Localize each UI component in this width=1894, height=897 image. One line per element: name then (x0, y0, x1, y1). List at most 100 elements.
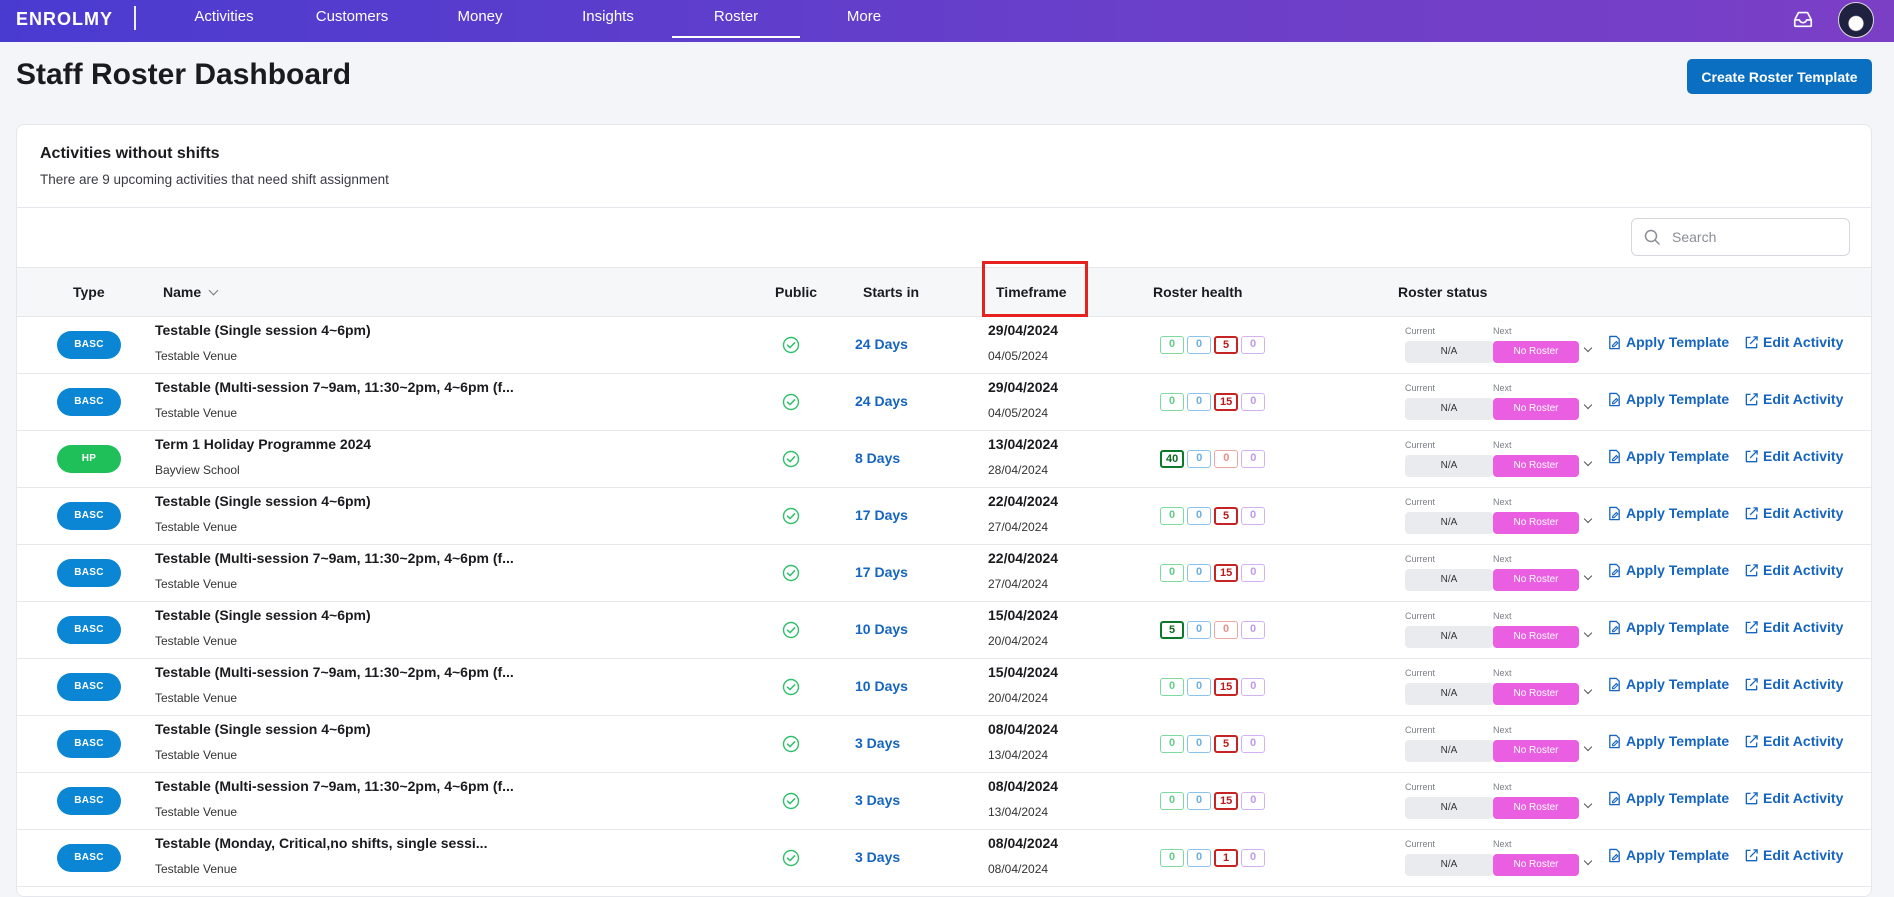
col-public: Public (775, 284, 818, 300)
activity-name[interactable]: Testable (Monday, Critical,no shifts, si… (155, 835, 488, 851)
chevron-down-icon[interactable] (1583, 799, 1593, 809)
roster-next: No Roster (1493, 626, 1579, 648)
activity-venue: Testable Venue (155, 406, 238, 420)
external-link-icon (1744, 392, 1763, 407)
apply-template-icon (1607, 734, 1626, 749)
apply-template-button[interactable]: Apply Template (1607, 676, 1729, 692)
activity-name[interactable]: Term 1 Holiday Programme 2024 (155, 436, 372, 452)
chevron-down-icon[interactable] (1583, 856, 1593, 866)
nav-customers[interactable]: Customers (315, 8, 389, 25)
table-row[interactable]: BASC Testable (Single session 4~6pm) Testa… (17, 716, 1871, 773)
nav-money[interactable]: Money (457, 8, 503, 25)
current-label: Current (1405, 725, 1436, 735)
roster-current: N/A (1405, 740, 1493, 762)
user-avatar[interactable] (1838, 2, 1874, 38)
health-count: 0 (1160, 336, 1184, 354)
edit-activity-button[interactable]: Edit Activity (1744, 676, 1843, 692)
timeframe-end: 08/04/2024 (988, 862, 1049, 876)
chevron-down-icon[interactable] (1583, 571, 1593, 581)
search-box[interactable] (1631, 218, 1850, 256)
activity-name[interactable]: Testable (Multi-session 7~9am, 11:30~2pm… (155, 379, 514, 395)
activity-name[interactable]: Testable (Single session 4~6pm) (155, 322, 371, 338)
table-row[interactable]: BASC Testable (Multi-session 7~9am, 11:30… (17, 659, 1871, 716)
health-count: 0 (1214, 450, 1239, 468)
chevron-down-icon[interactable] (1583, 685, 1593, 695)
table-row[interactable]: BASC Testable (Single session 4~6pm) Testa… (17, 488, 1871, 545)
table-row[interactable]: BASC Testable (Multi-session 7~9am, 11:30… (17, 374, 1871, 431)
edit-activity-button[interactable]: Edit Activity (1744, 505, 1843, 521)
type-badge: BASC (57, 844, 121, 872)
health-count: 5 (1214, 735, 1238, 753)
external-link-icon (1744, 449, 1763, 464)
apply-template-button[interactable]: Apply Template (1607, 505, 1729, 521)
apply-template-label: Apply Template (1626, 619, 1730, 635)
chevron-down-icon[interactable] (1583, 514, 1593, 524)
roster-current: N/A (1405, 512, 1493, 534)
table-row[interactable]: BASC Testable (Single session 4~6pm) Testa… (17, 317, 1871, 374)
edit-activity-button[interactable]: Edit Activity (1744, 448, 1843, 464)
col-name[interactable]: Name (163, 284, 219, 300)
table-row[interactable]: BASC Testable (Multi-session 7~9am, 11:30… (17, 773, 1871, 830)
activity-name[interactable]: Testable (Multi-session 7~9am, 11:30~2pm… (155, 550, 514, 566)
check-circle-icon (782, 564, 800, 582)
activity-name[interactable]: Testable (Single session 4~6pm) (155, 721, 371, 737)
starts-in-value: 17 Days (855, 507, 908, 523)
chevron-down-icon[interactable] (1583, 457, 1593, 467)
health-count: 0 (1160, 735, 1184, 753)
type-badge: BASC (57, 388, 121, 416)
current-label: Current (1405, 554, 1436, 564)
activity-venue: Bayview School (155, 463, 240, 477)
table-row[interactable]: BASC Testable (Single session 4~6pm) Testa… (17, 602, 1871, 659)
activity-name[interactable]: Testable (Single session 4~6pm) (155, 493, 371, 509)
apply-template-button[interactable]: Apply Template (1607, 619, 1729, 635)
health-count: 0 (1241, 735, 1265, 753)
edit-activity-button[interactable]: Edit Activity (1744, 790, 1843, 806)
edit-activity-button[interactable]: Edit Activity (1744, 391, 1843, 407)
apply-template-icon (1607, 677, 1626, 692)
nav-activities[interactable]: Activities (194, 8, 254, 25)
apply-template-button[interactable]: Apply Template (1607, 391, 1729, 407)
health-count: 0 (1187, 507, 1211, 525)
activity-name[interactable]: Testable (Multi-session 7~9am, 11:30~2pm… (155, 664, 514, 680)
health-count: 0 (1160, 678, 1184, 696)
edit-activity-button[interactable]: Edit Activity (1744, 847, 1843, 863)
create-roster-template-button[interactable]: Create Roster Template (1687, 59, 1872, 94)
inbox-icon[interactable] (1792, 8, 1814, 30)
nav-more[interactable]: More (846, 8, 882, 25)
nav-roster[interactable]: Roster (672, 0, 800, 38)
activity-name[interactable]: Testable (Multi-session 7~9am, 11:30~2pm… (155, 778, 514, 794)
apply-template-button[interactable]: Apply Template (1607, 790, 1729, 806)
nav-insights[interactable]: Insights (582, 8, 634, 25)
timeframe-end: 27/04/2024 (988, 520, 1049, 534)
apply-template-button[interactable]: Apply Template (1607, 733, 1729, 749)
edit-activity-button[interactable]: Edit Activity (1744, 733, 1843, 749)
chevron-down-icon[interactable] (1583, 400, 1593, 410)
edit-activity-label: Edit Activity (1763, 505, 1844, 521)
health-count: 0 (1160, 564, 1184, 582)
health-count: 0 (1160, 792, 1184, 810)
next-label: Next (1493, 782, 1512, 792)
chevron-down-icon[interactable] (1583, 343, 1593, 353)
table-row[interactable]: BASC Testable (Monday, Critical,no shifts… (17, 830, 1871, 887)
apply-template-button[interactable]: Apply Template (1607, 847, 1729, 863)
search-input[interactable] (1672, 227, 1842, 247)
apply-template-button[interactable]: Apply Template (1607, 334, 1729, 350)
health-count: 0 (1160, 507, 1184, 525)
next-label: Next (1493, 440, 1512, 450)
edit-activity-button[interactable]: Edit Activity (1744, 334, 1843, 350)
app-logo[interactable]: ENROLMY (16, 9, 113, 29)
table-row[interactable]: BASC Testable (Multi-session 7~9am, 11:30… (17, 545, 1871, 602)
roster-current: N/A (1405, 569, 1493, 591)
chevron-down-icon[interactable] (1583, 628, 1593, 638)
health-count: 0 (1241, 393, 1266, 411)
activity-name[interactable]: Testable (Single session 4~6pm) (155, 607, 371, 623)
health-count: 0 (1187, 621, 1211, 639)
edit-activity-button[interactable]: Edit Activity (1744, 619, 1843, 635)
current-label: Current (1405, 668, 1436, 678)
health-count: 5 (1160, 621, 1184, 639)
chevron-down-icon[interactable] (1583, 742, 1593, 752)
table-row[interactable]: HP Term 1 Holiday Programme 2024 Bayview S… (17, 431, 1871, 488)
apply-template-button[interactable]: Apply Template (1607, 562, 1729, 578)
apply-template-button[interactable]: Apply Template (1607, 448, 1729, 464)
edit-activity-button[interactable]: Edit Activity (1744, 562, 1843, 578)
